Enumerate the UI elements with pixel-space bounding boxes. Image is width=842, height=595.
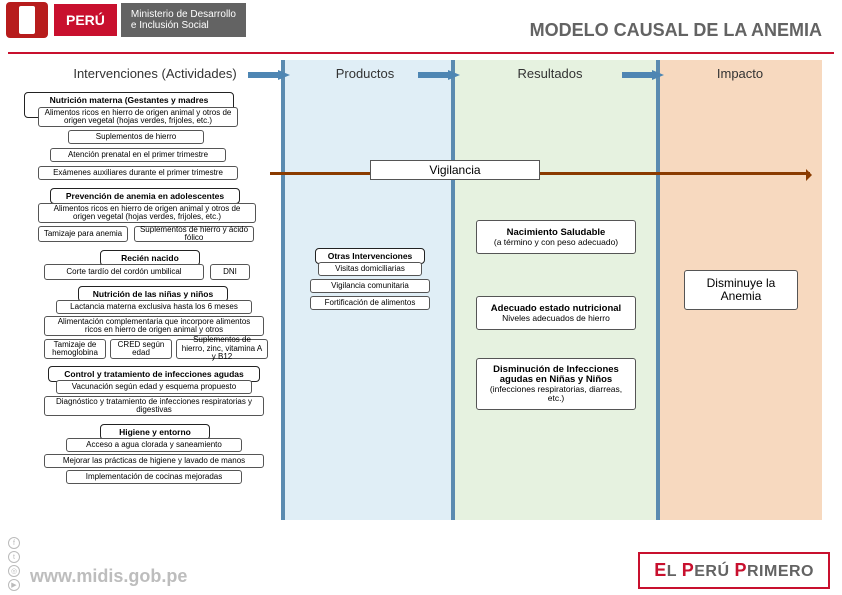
arrow-icon [622, 70, 664, 80]
result-nacimiento: Nacimiento Saludable(a término y con pes… [476, 220, 636, 254]
social-icons: f t ◎ ▶ [8, 537, 20, 591]
epp-p1: P [682, 560, 695, 580]
item-box: Mejorar las prácticas de higiene y lavad… [44, 454, 264, 468]
epp-eru: ERÚ [694, 563, 734, 580]
arrow-icon [248, 70, 290, 80]
impact-l2: Anemia [721, 289, 762, 303]
col-results-bg [453, 60, 658, 520]
instagram-icon[interactable]: ◎ [8, 565, 20, 577]
r1-l1: Nacimiento Saludable [507, 227, 606, 238]
epp-e: E [654, 560, 667, 580]
item-box: Corte tardío del cordón umbilical [44, 264, 204, 280]
item-box: Vigilancia comunitaria [310, 279, 430, 293]
sep-1 [281, 60, 285, 520]
facebook-icon[interactable]: f [8, 537, 20, 549]
r3-l2: (infecciones respiratorias, diarreas, et… [481, 385, 631, 403]
result-infecciones: Disminución de Infecciones agudas en Niñ… [476, 358, 636, 410]
item-box: Atención prenatal en el primer trimestre [50, 148, 226, 162]
peru-label: PERÚ [54, 4, 117, 36]
footer: f t ◎ ▶ www.midis.gob.pe EL PERÚ PRIMERO [0, 550, 842, 595]
item-box: Tamizaje de hemoglobina [44, 339, 106, 359]
youtube-icon[interactable]: ▶ [8, 579, 20, 591]
sep-2 [451, 60, 455, 520]
colhdr-results: Resultados [490, 66, 610, 81]
item-box: Lactancia materna exclusiva hasta los 6 … [56, 300, 252, 314]
r3-l1: Disminución de Infecciones agudas en Niñ… [493, 364, 619, 385]
r1-l2: (a término y con peso adecuado) [494, 238, 618, 247]
twitter-icon[interactable]: t [8, 551, 20, 563]
item-box: Visitas domiciliarias [318, 262, 422, 276]
item-box: Tamizaje para anemia [38, 226, 128, 242]
epp-rimero: RIMERO [747, 563, 814, 580]
impact-box: Disminuye laAnemia [684, 270, 798, 310]
ministry-line1: Ministerio de Desarrollo [131, 9, 236, 20]
epp-l: L [667, 563, 682, 580]
page: PERÚ Ministerio de Desarrollo e Inclusió… [0, 0, 842, 595]
header-rule [8, 52, 834, 54]
arrow-icon [418, 70, 460, 80]
item-box: Suplementos de hierro [68, 130, 204, 144]
item-box: Diagnóstico y tratamiento de infecciones… [44, 396, 264, 416]
sep-3 [656, 60, 660, 520]
ministry-line2: e Inclusión Social [131, 20, 209, 31]
vigilancia-box: Vigilancia [370, 160, 540, 180]
colhdr-impact: Impacto [700, 66, 780, 81]
page-title: MODELO CAUSAL DE LA ANEMIA [530, 20, 822, 41]
item-box: Alimentos ricos en hierro de origen anim… [38, 203, 256, 223]
result-nutricional: Adecuado estado nutricionalNiveles adecu… [476, 296, 636, 330]
colhdr-products: Productos [320, 66, 410, 81]
epp-p2: P [734, 560, 747, 580]
item-box: Vacunación según edad y esquema propuest… [56, 380, 252, 394]
el-peru-primero-logo: EL PERÚ PRIMERO [638, 552, 830, 589]
item-box: Implementación de cocinas mejoradas [66, 470, 242, 484]
r2-l2: Niveles adecuados de hierro [491, 314, 621, 323]
vigilancia-arrow [270, 172, 810, 175]
colhdr-interventions: Intervenciones (Actividades) [60, 66, 250, 81]
group-prevencion-adolescentes: Prevención de anemia en adolescentes [50, 188, 240, 204]
item-box: DNI [210, 264, 250, 280]
item-box: Alimentos ricos en hierro de origen anim… [38, 107, 238, 127]
peru-shield-icon [6, 2, 48, 38]
header: PERÚ Ministerio de Desarrollo e Inclusió… [0, 0, 842, 40]
item-box: CRED según edad [110, 339, 172, 359]
item-box: Acceso a agua clorada y saneamiento [66, 438, 242, 452]
item-box: Fortificación de alimentos [310, 296, 430, 310]
causal-diagram: Intervenciones (Actividades) Productos R… [20, 60, 822, 520]
r2-l1: Adecuado estado nutricional [491, 303, 621, 314]
item-box: Exámenes auxiliares durante el primer tr… [38, 166, 238, 180]
ministry-label: Ministerio de Desarrollo e Inclusión Soc… [121, 3, 246, 37]
item-box: Suplementos de hierro y ácido fólico [134, 226, 254, 242]
item-box: Suplementos de hierro, zinc, vitamina A … [176, 339, 268, 359]
footer-url: www.midis.gob.pe [30, 566, 187, 587]
item-box: Alimentación complementaria que incorpor… [44, 316, 264, 336]
